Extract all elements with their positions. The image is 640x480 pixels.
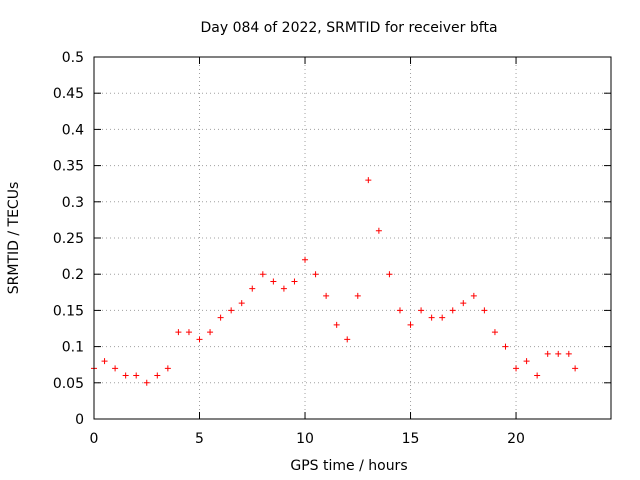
y-tick-label: 0.25 — [53, 231, 84, 247]
data-point — [122, 372, 129, 379]
data-point — [418, 307, 425, 314]
data-point — [302, 256, 309, 263]
y-tick-label: 0.35 — [53, 159, 84, 175]
axis-ticks — [93, 56, 611, 420]
x-tick-label: 5 — [195, 431, 204, 447]
x-tick-labels: 0 5 10 15 20 — [90, 431, 525, 447]
data-point — [217, 314, 224, 321]
data-point — [386, 271, 393, 278]
data-point — [491, 329, 498, 336]
y-axis-label: SRMTID / TECUs — [6, 182, 22, 295]
y-tick-labels: 0 0.05 0.1 0.15 0.2 0.25 0.3 0.35 0.4 0.45 0.5 — [53, 50, 84, 428]
data-point — [572, 365, 579, 372]
data-point — [470, 292, 477, 299]
y-tick-label: 0 — [75, 412, 84, 428]
y-tick-label: 0.45 — [53, 86, 84, 102]
data-point — [101, 358, 108, 365]
data-point — [259, 271, 266, 278]
data-point — [143, 379, 150, 386]
data-point — [207, 329, 214, 336]
data-point — [555, 350, 562, 357]
data-point — [196, 336, 203, 343]
data-point — [185, 329, 192, 336]
data-point — [375, 227, 382, 234]
x-tick-label: 0 — [90, 431, 99, 447]
data-point — [502, 343, 509, 350]
data-point — [164, 365, 171, 372]
data-point — [354, 292, 361, 299]
data-point — [323, 292, 330, 299]
x-tick-label: 15 — [402, 431, 420, 447]
data-point — [365, 177, 372, 184]
data-point — [523, 358, 530, 365]
data-point — [133, 372, 140, 379]
data-point — [407, 321, 414, 328]
data-point — [460, 300, 467, 307]
x-tick-label: 10 — [296, 431, 314, 447]
data-point — [175, 329, 182, 336]
data-point — [270, 278, 277, 285]
data-point — [565, 350, 572, 357]
y-tick-label: 0.5 — [62, 50, 84, 66]
plot-frame — [93, 56, 612, 420]
data-point — [428, 314, 435, 321]
data-point — [333, 321, 340, 328]
data-point — [513, 365, 520, 372]
y-tick-label: 0.3 — [62, 195, 84, 211]
x-axis-label: GPS time / hours — [290, 458, 407, 474]
y-tick-label: 0.2 — [62, 267, 84, 283]
chart-title: Day 084 of 2022, SRMTID for receiver bft… — [200, 20, 497, 36]
y-tick-label: 0.1 — [62, 340, 84, 356]
y-tick-label: 0.4 — [62, 122, 84, 138]
data-point — [534, 372, 541, 379]
data-point — [249, 285, 256, 292]
data-points — [91, 177, 579, 386]
data-point — [228, 307, 235, 314]
grid-lines — [94, 57, 611, 419]
x-tick-label: 20 — [507, 431, 525, 447]
y-tick-label: 0.05 — [53, 376, 84, 392]
y-tick-label: 0.15 — [53, 303, 84, 319]
data-point — [291, 278, 298, 285]
data-point — [154, 372, 161, 379]
data-point — [238, 300, 245, 307]
data-point — [544, 350, 551, 357]
data-point — [481, 307, 488, 314]
data-point — [312, 271, 319, 278]
data-point — [449, 307, 456, 314]
data-point — [344, 336, 351, 343]
data-point — [439, 314, 446, 321]
data-point — [112, 365, 119, 372]
data-point — [396, 307, 403, 314]
data-point — [280, 285, 287, 292]
